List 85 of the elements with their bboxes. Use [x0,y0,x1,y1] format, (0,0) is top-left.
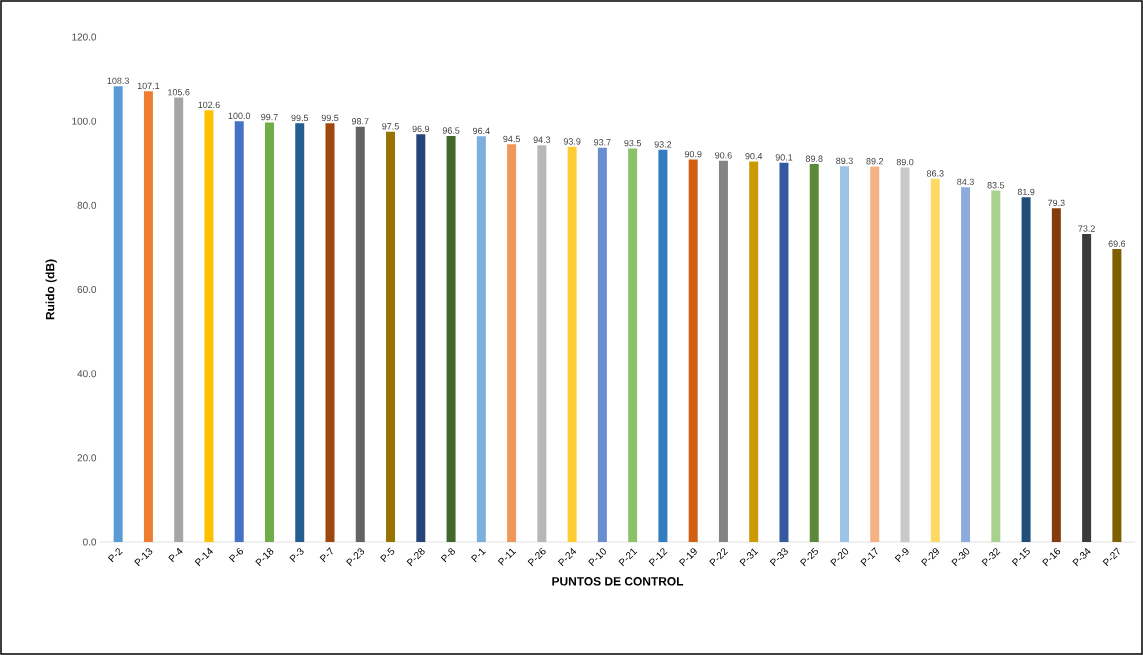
bar [658,149,668,542]
data-label: 93.7 [594,139,611,146]
bar [446,135,456,542]
data-label: 99.7 [261,113,278,121]
data-label: 94.3 [533,136,551,143]
x-axis-title: PUNTOS DE CONTROL [552,577,684,586]
data-label: 96.4 [473,127,490,135]
bar [355,126,365,542]
data-label: 89.0 [896,158,914,166]
data-label: 69.6 [1108,240,1126,247]
data-label: 90.4 [745,153,763,160]
bar [961,187,971,542]
y-tick-label: 0.0 [83,538,97,546]
data-label: 107.1 [137,82,160,90]
data-label: 90.1 [775,154,793,161]
data-label: 98.7 [351,118,369,125]
bar [930,178,940,542]
bar [295,123,305,542]
bar [113,86,123,542]
x-tick-label: P-9 [894,548,909,563]
x-tick-label: P-2 [107,548,123,563]
y-tick-label: 100.0 [72,117,97,125]
bar [234,121,244,542]
data-label: 73.2 [1078,225,1095,232]
data-label: 93.5 [624,139,641,147]
bar [870,166,880,542]
data-label: 83.5 [987,182,1005,189]
data-label: 99.5 [321,114,339,122]
data-label: 90.6 [715,152,732,159]
data-label: 102.6 [198,101,220,109]
bar [718,160,728,542]
bar [325,123,335,542]
bar [386,131,396,542]
bar [567,146,577,542]
bar [779,162,789,542]
data-label: 99.5 [291,114,309,122]
y-tick-label: 80.0 [77,201,97,209]
bar [1112,249,1122,542]
bar [1082,233,1092,542]
data-label: 81.9 [1017,188,1035,196]
data-label: 89.3 [836,157,853,164]
y-tick-label: 120.0 [72,33,97,41]
y-tick-label: 20.0 [77,454,97,462]
data-label: 93.9 [563,138,581,145]
bar [809,164,819,542]
bar [749,161,759,542]
bar [143,91,153,542]
y-tick-label: 60.0 [77,285,97,294]
bar [507,144,517,542]
bar [688,159,698,542]
data-label: 89.8 [805,155,823,162]
data-label: 84.3 [957,178,974,186]
data-label: 90.9 [684,150,702,158]
data-label: 86.3 [926,170,944,177]
x-tick-label: P-1 [470,548,486,563]
bar [1051,208,1061,542]
bar [476,136,486,542]
data-label: 100.0 [228,112,251,119]
data-label: 96.9 [412,125,430,133]
x-tick-label: P-5 [380,547,395,563]
data-label: 79.3 [1048,199,1065,207]
bar [597,147,607,542]
x-tick-label: P-3 [289,548,304,563]
bar [840,166,849,542]
bar [1021,197,1031,542]
data-label: 108.3 [107,77,129,85]
x-tick-label: P-6 [228,548,244,563]
data-label: 89.2 [866,158,884,165]
y-axis-title: Ruido (dB) [45,259,57,320]
data-label: 105.6 [168,89,190,96]
data-label: 96.5 [442,127,460,134]
bar [628,148,638,542]
data-label: 97.5 [382,123,399,130]
bar [204,110,214,542]
bar [416,134,426,542]
x-tick-label: P-8 [440,548,455,563]
bar [174,97,184,542]
bar [991,190,1001,542]
x-tick-label: P-7 [319,547,333,563]
y-tick-label: 40.0 [77,370,97,378]
x-tick-label: P-4 [168,547,183,563]
data-label: 94.5 [503,135,520,143]
bar [900,167,910,542]
data-label: 93.2 [654,141,672,148]
bar [264,122,274,542]
